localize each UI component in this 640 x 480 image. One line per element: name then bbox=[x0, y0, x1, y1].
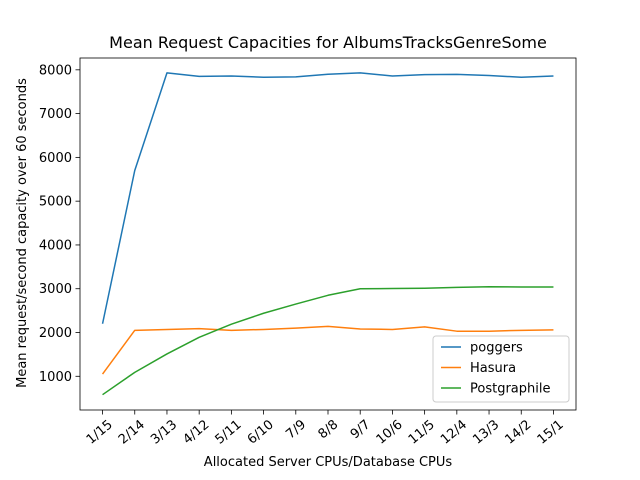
x-tick-label: 7/9 bbox=[283, 417, 309, 442]
y-tick-label: 8000 bbox=[39, 63, 72, 78]
y-tick-label: 7000 bbox=[39, 107, 72, 122]
x-tick-label: 6/10 bbox=[245, 417, 277, 447]
chart-title: Mean Request Capacities for AlbumsTracks… bbox=[109, 33, 547, 52]
legend-box bbox=[432, 335, 570, 403]
y-tick-label: 3000 bbox=[39, 282, 72, 297]
y-axis-ticks: 1000 2000 3000 4000 5000 6000 7000 8000 bbox=[39, 63, 80, 385]
legend: poggers Hasura Postgraphile bbox=[432, 335, 570, 403]
x-tick-label: 12/4 bbox=[438, 417, 470, 447]
x-tick-label: 13/3 bbox=[470, 417, 502, 447]
plot-area-border bbox=[79, 57, 577, 411]
series-lines bbox=[101, 72, 554, 396]
y-tick-label: 1000 bbox=[39, 370, 72, 385]
series-line-hasura bbox=[101, 325, 554, 375]
x-tick-label: 9/7 bbox=[348, 417, 374, 442]
x-axis-ticks: 1/15 2/14 3/13 4/12 5/11 6/10 7/9 8/8 9/7 10/6 11/… bbox=[84, 410, 567, 448]
x-tick-label: 11/5 bbox=[406, 417, 438, 447]
y-tick-label: 4000 bbox=[39, 238, 72, 253]
legend-label-hasura: Hasura bbox=[470, 361, 516, 376]
series-line-poggers bbox=[101, 72, 554, 324]
plot-frame bbox=[79, 57, 577, 411]
y-tick-label: 6000 bbox=[39, 151, 72, 166]
y-tick-label: 5000 bbox=[39, 195, 72, 210]
x-tick-label: 3/13 bbox=[148, 417, 180, 447]
series-line-postgraphile bbox=[102, 286, 554, 396]
x-tick-label: 4/12 bbox=[180, 417, 212, 447]
x-tick-label: 8/8 bbox=[316, 417, 342, 442]
y-axis-label: Mean request/second capacity over 60 sec… bbox=[15, 78, 30, 388]
x-tick-label: 15/1 bbox=[535, 417, 567, 447]
x-tick-label: 2/14 bbox=[116, 417, 148, 447]
y-tick-label: 2000 bbox=[39, 326, 72, 341]
x-tick-label: 10/6 bbox=[374, 417, 406, 447]
x-tick-label: 1/15 bbox=[84, 417, 116, 447]
legend-label-poggers: poggers bbox=[470, 341, 523, 356]
x-axis-label: Allocated Server CPUs/Database CPUs bbox=[204, 455, 453, 470]
x-tick-label: 14/2 bbox=[502, 417, 534, 447]
legend-label-postgraphile: Postgraphile bbox=[470, 382, 550, 397]
x-tick-label: 5/11 bbox=[213, 417, 245, 447]
